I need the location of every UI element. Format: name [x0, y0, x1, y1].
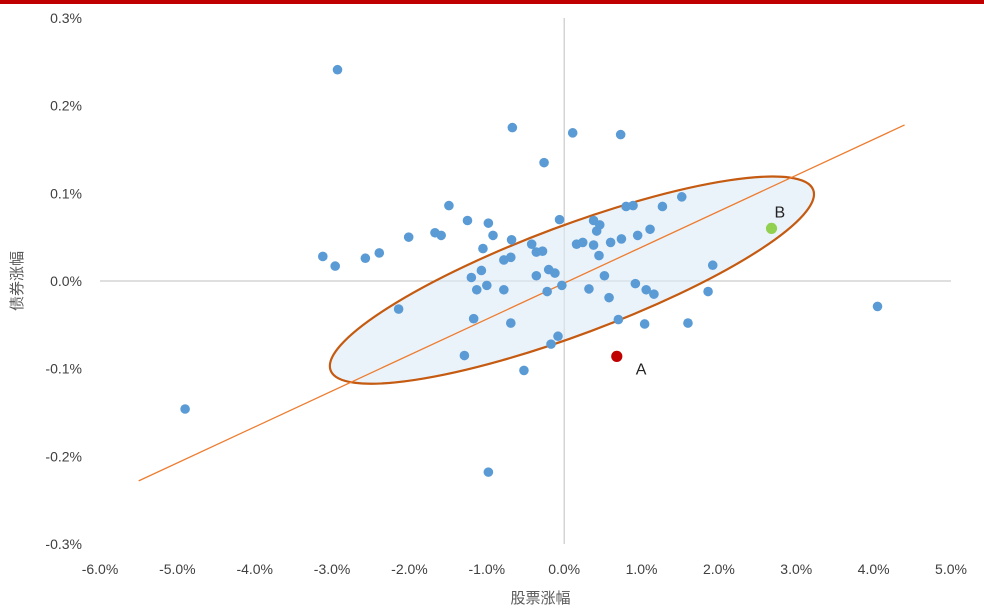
data-point: [476, 265, 487, 276]
data-point: [506, 318, 516, 328]
top-red-rule: [0, 0, 984, 4]
data-point: [554, 214, 565, 225]
data-point: [604, 292, 614, 303]
data-point: [471, 284, 482, 295]
highlight-label-a: A: [636, 361, 647, 378]
data-point: [707, 260, 718, 271]
data-point: [506, 252, 516, 263]
x-tick-label: -2.0%: [391, 561, 428, 577]
x-tick-label: 5.0%: [935, 561, 967, 577]
data-point: [519, 365, 529, 376]
data-point: [613, 314, 624, 325]
y-tick-label: -0.3%: [45, 536, 82, 552]
data-point: [615, 129, 626, 140]
data-point: [403, 232, 414, 242]
data-point: [577, 237, 588, 248]
data-point: [436, 230, 446, 241]
highlight-label-b: B: [775, 204, 786, 221]
data-point: [537, 246, 548, 256]
x-tick-label: 0.0%: [548, 561, 580, 577]
data-point: [488, 230, 498, 241]
data-point: [499, 284, 509, 295]
y-axis-title: 债券涨幅: [8, 251, 26, 311]
data-point: [584, 284, 594, 294]
data-point: [567, 128, 578, 138]
data-point: [462, 215, 473, 226]
data-point: [318, 251, 328, 262]
data-point: [506, 234, 517, 245]
data-point: [557, 280, 567, 291]
y-tick-label: 0.2%: [50, 98, 82, 114]
data-point: [872, 301, 883, 312]
data-point: [676, 192, 687, 202]
data-point: [588, 240, 599, 250]
data-point: [553, 331, 563, 342]
data-point: [630, 278, 641, 289]
y-tick-label: -0.2%: [45, 448, 82, 464]
data-point: [393, 304, 404, 314]
data-point: [605, 237, 616, 248]
y-tick-label: 0.3%: [50, 10, 82, 26]
data-point: [641, 284, 651, 295]
highlight-point-b: [765, 222, 778, 234]
data-point: [621, 201, 631, 212]
trend-line-layer: [138, 124, 905, 482]
data-point: [360, 253, 371, 264]
y-tick-label: 0.1%: [50, 185, 82, 201]
x-tick-label: 1.0%: [626, 561, 658, 577]
data-point: [466, 272, 477, 283]
x-tick-label: -3.0%: [314, 561, 351, 577]
data-point: [542, 286, 552, 297]
data-point: [483, 467, 494, 477]
data-point: [468, 313, 479, 324]
data-point: [683, 318, 693, 328]
data-point: [703, 286, 713, 297]
data-point: [332, 64, 343, 75]
data-point: [632, 230, 643, 241]
x-tick-label: 2.0%: [703, 561, 735, 577]
data-point: [478, 243, 488, 254]
data-point: [628, 200, 638, 211]
data-point: [531, 270, 542, 281]
data-point: [550, 268, 560, 278]
highlight-point-a: [611, 350, 623, 362]
data-point: [657, 201, 668, 212]
x-tick-label: -6.0%: [82, 561, 119, 577]
data-point: [645, 224, 655, 235]
data-point: [507, 122, 518, 133]
data-point: [459, 350, 470, 361]
data-point: [444, 200, 454, 211]
tick-labels: -6.0% -5.0% -4.0% -3.0% -2.0% -1.0% 0.0% 1.0% 2.…: [45, 10, 967, 577]
x-tick-label: -1.0%: [469, 561, 506, 577]
data-point: [649, 289, 659, 299]
x-axis-title: 股票涨幅: [510, 589, 570, 607]
data-point: [594, 220, 605, 230]
data-point: [526, 239, 537, 249]
data-point: [330, 261, 340, 271]
highlight-layer: AB: [611, 204, 785, 378]
data-point: [483, 218, 494, 228]
x-tick-label: 3.0%: [780, 561, 812, 577]
points-layer: [180, 64, 883, 477]
trend-line: [138, 124, 905, 482]
data-point: [180, 404, 190, 414]
data-point: [374, 248, 385, 258]
y-tick-label: 0.0%: [50, 273, 82, 289]
data-point: [639, 319, 650, 329]
y-tick-label: -0.1%: [45, 361, 82, 377]
x-tick-label: 4.0%: [858, 561, 890, 577]
data-point: [599, 270, 610, 281]
data-point: [594, 250, 604, 261]
data-point: [539, 157, 549, 168]
data-point: [482, 280, 492, 291]
x-tick-label: -4.0%: [236, 561, 273, 577]
data-point: [616, 234, 627, 244]
data-point: [546, 339, 556, 349]
x-tick-label: -5.0%: [159, 561, 196, 577]
